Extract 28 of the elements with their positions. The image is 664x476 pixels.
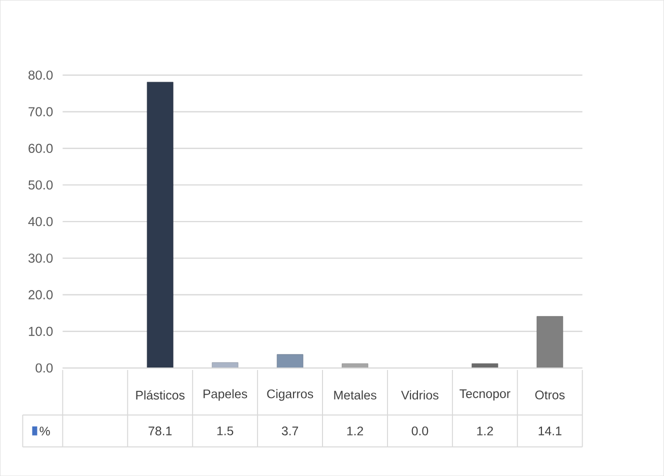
y-tick-label: 40.0	[28, 216, 53, 226]
y-tick-label: 10.0	[28, 326, 53, 336]
data-label: 0.0	[412, 426, 428, 436]
y-tick-label: 70.0	[28, 107, 53, 116]
data-label: 1.2	[347, 426, 364, 436]
x-tick-label: Papeles	[204, 389, 248, 401]
bar	[212, 362, 238, 368]
y-tick-label: 20.0	[28, 290, 53, 300]
x-tick-label: Cigarros	[267, 389, 314, 401]
x-tick-label: Otros	[535, 390, 565, 400]
y-tick-label: 50.0	[28, 180, 53, 190]
data-label: 3.7	[282, 426, 298, 436]
data-label: 14.1	[538, 426, 562, 436]
y-tick-label: 60.0	[28, 144, 53, 153]
data-label: 1.2	[477, 426, 493, 436]
x-tick-label: Tecnopor	[460, 389, 510, 400]
bar	[276, 354, 304, 368]
y-tick-label: 80.0	[28, 70, 53, 80]
data-label: 1.5	[217, 426, 234, 436]
text: %	[40, 426, 50, 436]
y-tick-label: 30.0	[28, 254, 53, 263]
bar	[536, 316, 564, 368]
bar	[146, 82, 174, 368]
y-tick-label: 0.0	[36, 363, 53, 373]
x-tick-label: Plásticos	[136, 390, 185, 400]
x-tick-label: Metales	[334, 390, 376, 400]
data-label: 78.1	[148, 426, 172, 436]
x-tick-label: Vidrios	[401, 390, 438, 400]
